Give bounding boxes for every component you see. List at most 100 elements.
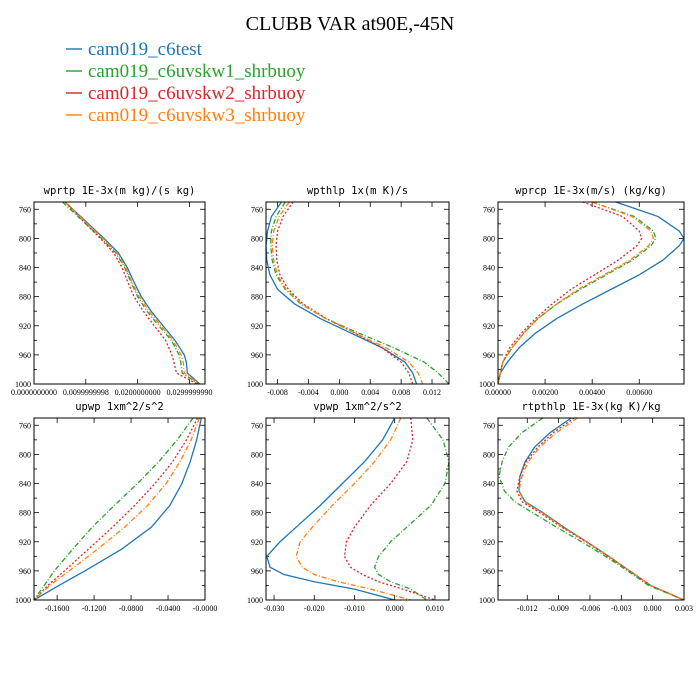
plot-frame [497, 201, 685, 385]
x-tick-label: 0.012 [423, 388, 441, 397]
panel-1: wprtp 1E-3x(m kg)/(s kg) 760 800 840 880 920 9… [11, 185, 212, 397]
panel-title: rtpthlp 1E-3x(kg K)/kg [521, 401, 660, 413]
y-tick-label: 1000 [15, 596, 31, 605]
panel-2: wpthlp 1x(m K)/s 760 800 840 880 920 960 1000 -0… [247, 185, 450, 397]
y-tick-label: 920 [483, 538, 495, 547]
y-tick-label: 800 [483, 234, 495, 243]
x-tick-label: 0.00000 [485, 388, 511, 397]
x-tick-label: 0.0200000000 [115, 388, 161, 397]
x-tick-label: -0.020 [304, 604, 325, 613]
y-tick-label: 840 [251, 480, 263, 489]
y-tick-label: 960 [251, 567, 263, 576]
x-tick-label: -0.0800 [119, 604, 144, 613]
legend-label-4: cam019_c6uvskw3_shrbuoy [88, 105, 306, 126]
x-tick-label: 0.008 [392, 388, 410, 397]
y-tick-label: 840 [483, 480, 495, 489]
panel-title: wpthlp 1x(m K)/s [307, 185, 408, 197]
panel-title: wprtp 1E-3x(m kg)/(s kg) [44, 185, 196, 197]
y-tick-label: 800 [251, 450, 263, 459]
x-tick-label: 0.000 [386, 604, 404, 613]
panel-3: wprcp 1E-3x(m/s) (kg/kg) 760 800 840 880 920 9… [479, 185, 685, 397]
series-line-2 [498, 418, 684, 600]
panel-4: upwp 1xm^2/s^2 760 800 840 880 920 960 1000 -0.1… [15, 401, 217, 613]
y-tick-label: 760 [483, 421, 495, 430]
series-line-2 [498, 202, 657, 384]
series-line-4 [64, 202, 200, 384]
series-line-3 [498, 202, 643, 384]
y-tick-label: 1000 [15, 380, 31, 389]
y-tick-label: 920 [19, 538, 31, 547]
plot-frame [265, 201, 450, 385]
y-tick-label: 1000 [479, 596, 495, 605]
y-tick-label: 760 [19, 421, 31, 430]
y-tick-label: 880 [251, 509, 263, 518]
panel-title: wprcp 1E-3x(m/s) (kg/kg) [515, 185, 667, 197]
series-line-1 [34, 418, 202, 600]
y-tick-label: 1000 [247, 380, 263, 389]
series-line-4 [271, 202, 424, 384]
legend-label-2: cam019_c6uvskw1_shrbuoy [88, 61, 306, 82]
y-tick-label: 1000 [479, 380, 495, 389]
legend-label-3: cam019_c6uvskw2_shrbuoy [88, 83, 306, 104]
series-line-2 [62, 202, 200, 384]
y-tick-label: 920 [251, 322, 263, 331]
panel-title: vpwp 1xm^2/s^2 [313, 401, 402, 413]
y-tick-label: 760 [251, 421, 263, 430]
x-tick-label: -0.0000 [193, 604, 218, 613]
figure-title: CLUBB VAR at90E,-45N [246, 13, 455, 35]
y-tick-label: 800 [483, 450, 495, 459]
y-tick-label: 840 [19, 480, 31, 489]
series-line-3 [516, 418, 684, 600]
series-line-1 [498, 202, 684, 384]
x-tick-label: -0.004 [298, 388, 319, 397]
series-line-3 [343, 418, 436, 600]
x-tick-label: 0.0099999998 [63, 388, 109, 397]
y-tick-label: 760 [19, 205, 31, 214]
series-line-2 [373, 418, 449, 600]
y-tick-label: 840 [19, 264, 31, 273]
x-tick-label: -0.1200 [82, 604, 107, 613]
y-tick-label: 880 [483, 509, 495, 518]
x-tick-label: 0.0000000000 [11, 388, 57, 397]
y-tick-label: 880 [19, 509, 31, 518]
plot-frame [265, 417, 450, 601]
y-tick-label: 1000 [247, 596, 263, 605]
plot-frame [497, 417, 685, 601]
panel-5: vpwp 1xm^2/s^27608008408809209601000-0.0… [247, 401, 450, 613]
series-line-4 [295, 418, 411, 600]
x-tick-label: -0.012 [517, 604, 538, 613]
series-line-1 [266, 418, 396, 600]
x-tick-label: 0.003 [675, 604, 693, 613]
legend: cam019_c6test cam019_c6uvskw1_shrbuoy ca… [66, 39, 306, 126]
y-tick-label: 840 [251, 264, 263, 273]
x-tick-label: 0.000 [644, 604, 662, 613]
legend-label-1: cam019_c6test [88, 39, 203, 60]
x-tick-label: -0.003 [611, 604, 632, 613]
x-tick-label: -0.010 [344, 604, 365, 613]
y-tick-label: 760 [483, 205, 495, 214]
y-tick-label: 960 [483, 567, 495, 576]
series-line-3 [34, 418, 199, 600]
x-tick-label: 0.00200 [532, 388, 558, 397]
y-tick-label: 960 [483, 351, 495, 360]
x-tick-label: 0.004 [361, 388, 379, 397]
y-tick-label: 960 [19, 351, 31, 360]
x-tick-label: -0.008 [267, 388, 288, 397]
plot-frame [33, 201, 206, 385]
series-line-1 [64, 202, 201, 384]
x-tick-label: -0.006 [580, 604, 601, 613]
y-tick-label: 880 [483, 293, 495, 302]
x-tick-label: -0.009 [548, 604, 569, 613]
plot-frame [33, 417, 206, 601]
y-tick-label: 800 [251, 234, 263, 243]
y-tick-label: 920 [483, 322, 495, 331]
panel-grid: wprtp 1E-3x(m kg)/(s kg) 760 800 840 880 920 9… [11, 185, 693, 613]
series-line-3 [275, 202, 414, 384]
panel-title: upwp 1xm^2/s^2 [75, 401, 164, 413]
series-line-2 [34, 418, 194, 600]
x-tick-label: 0.000 [330, 388, 348, 397]
y-tick-label: 960 [19, 567, 31, 576]
series-line-4 [518, 418, 684, 600]
series-line-1 [266, 202, 418, 384]
